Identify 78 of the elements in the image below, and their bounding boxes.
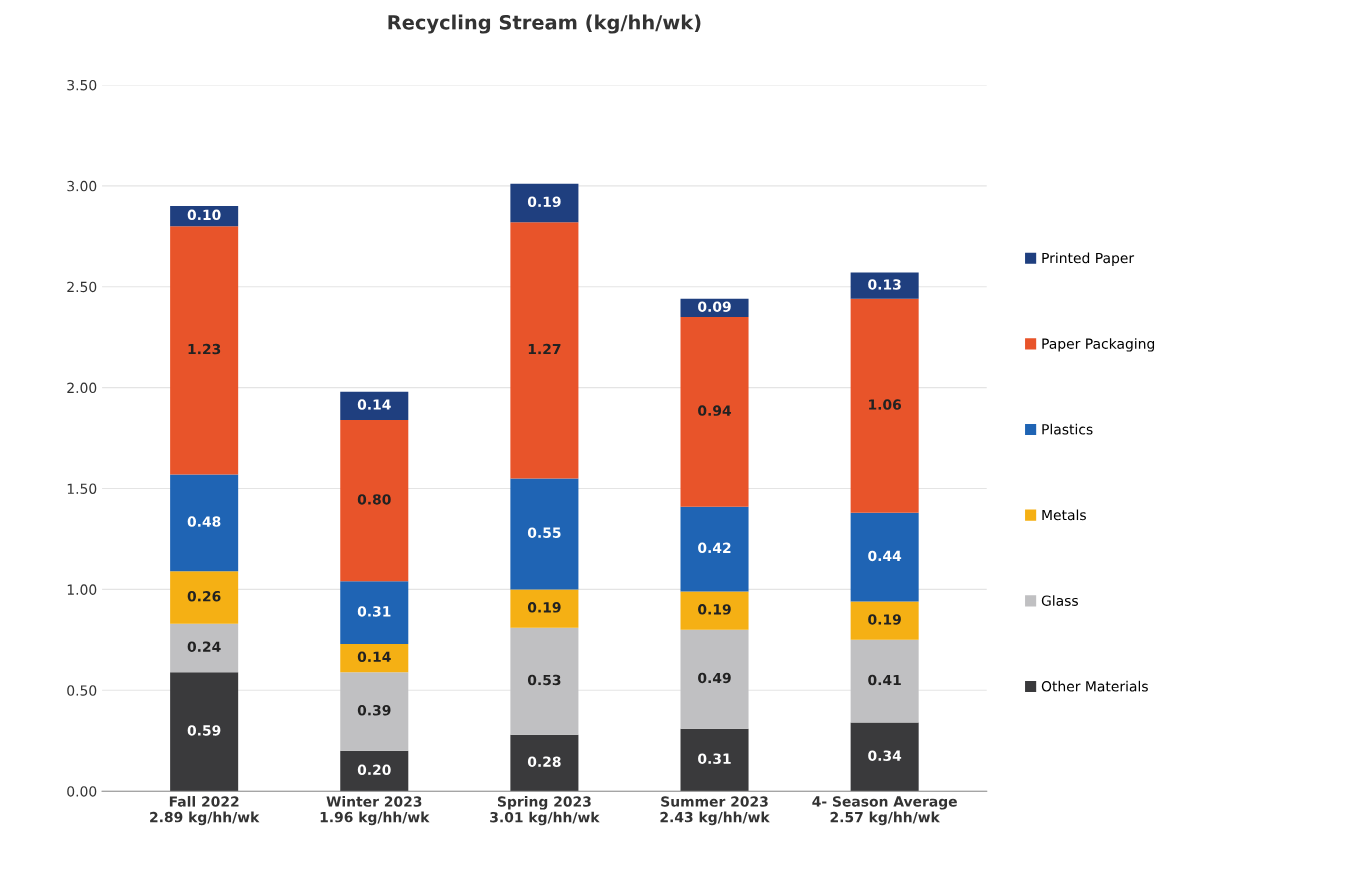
y-tick-label: 2.00 — [67, 382, 97, 394]
legend-label: Paper Packaging — [1042, 338, 1155, 352]
data-label: 0.10 — [187, 209, 221, 221]
data-label: 0.19 — [527, 602, 561, 613]
data-label: 0.49 — [698, 672, 731, 684]
data-label: 0.42 — [698, 542, 731, 554]
data-label: 1.23 — [188, 343, 221, 355]
bar — [170, 474, 239, 572]
bar — [170, 672, 239, 792]
bar — [170, 226, 239, 475]
data-label: 0.53 — [527, 674, 561, 686]
data-label: 0.24 — [187, 641, 221, 652]
data-label: 0.14 — [357, 651, 391, 663]
bar — [850, 272, 919, 299]
data-label: 0.31 — [357, 606, 391, 617]
data-label: 0.19 — [868, 614, 901, 625]
x-tick-label: Fall 2022 2.89 kg/hh/wk — [150, 796, 260, 826]
bar — [850, 298, 919, 513]
data-label: 0.09 — [698, 301, 731, 312]
bar — [510, 478, 579, 590]
bar — [510, 589, 579, 628]
data-label: 0.31 — [698, 753, 731, 764]
bar — [170, 571, 239, 624]
legend-label: Other Materials — [1041, 680, 1148, 692]
legend-label: Printed Paper — [1042, 252, 1135, 266]
y-tick-label: 3.50 — [67, 79, 97, 91]
bar — [510, 222, 579, 479]
bar — [340, 581, 409, 644]
bar — [850, 601, 919, 640]
y-tick-label: 0.50 — [67, 685, 97, 696]
legend-label: Glass — [1041, 595, 1078, 606]
data-label: 0.13 — [868, 279, 901, 290]
data-label: 1.27 — [528, 343, 561, 355]
data-label: 0.20 — [357, 764, 391, 776]
data-label: 0.19 — [527, 196, 561, 208]
y-tick-label: 2.50 — [67, 281, 97, 293]
chart-title: Recycling Stream (kg/hh/wk) — [388, 14, 701, 34]
bar — [680, 316, 749, 507]
data-label: 0.14 — [357, 399, 391, 410]
data-label: 0.28 — [527, 756, 561, 767]
y-tick-label: 0.00 — [67, 786, 97, 797]
y-tick-label: 3.00 — [67, 180, 97, 192]
bar — [510, 734, 579, 792]
bar — [340, 391, 409, 420]
x-tick-label: Summer 2023 2.43 kg/hh/wk — [660, 796, 770, 826]
data-label: 0.55 — [527, 527, 561, 538]
data-label: 0.94 — [698, 405, 732, 416]
bar — [850, 512, 919, 602]
bar — [170, 623, 239, 673]
bar — [680, 506, 749, 592]
x-tick-label: Spring 2023 3.01 kg/hh/wk — [490, 796, 600, 826]
data-label: 0.34 — [868, 750, 902, 761]
bar — [340, 419, 409, 582]
bar — [680, 591, 749, 630]
data-label: 0.39 — [357, 705, 391, 716]
bar — [340, 750, 409, 792]
x-tick-label: 4- Season Average 2.57 kg/hh/wk — [812, 796, 957, 826]
bar — [850, 639, 919, 723]
bar — [510, 627, 579, 735]
bar — [340, 643, 409, 673]
y-tick-label: 1.50 — [67, 483, 97, 494]
data-label: 0.26 — [187, 591, 221, 602]
data-label: 0.48 — [187, 516, 221, 527]
bar — [340, 672, 409, 751]
bar — [850, 722, 919, 792]
bar — [680, 728, 749, 792]
y-tick-label: 1.00 — [67, 584, 97, 595]
legend-label: Metals — [1042, 509, 1086, 521]
data-label: 0.44 — [868, 550, 902, 562]
data-label: 1.06 — [869, 399, 902, 410]
data-label: 0.19 — [698, 604, 731, 615]
bar — [510, 183, 579, 223]
bar — [680, 629, 749, 729]
data-label: 0.59 — [187, 725, 221, 736]
data-label: 0.41 — [868, 674, 901, 686]
x-tick-label: Winter 2023 1.96 kg/hh/wk — [320, 796, 430, 826]
legend-label: Plastics — [1042, 423, 1093, 435]
data-label: 0.80 — [357, 494, 391, 505]
